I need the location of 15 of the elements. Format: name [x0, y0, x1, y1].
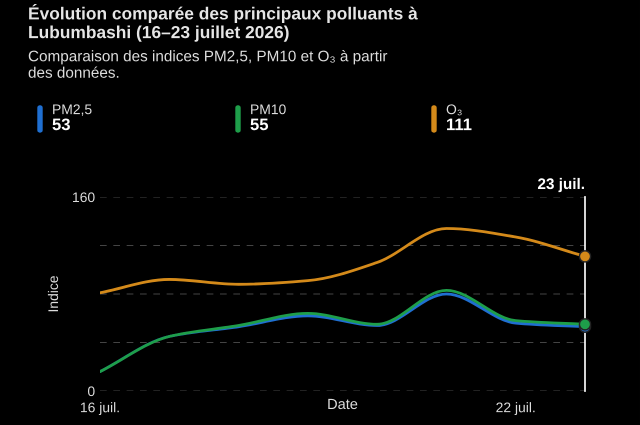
y-tick-label: 160	[73, 192, 95, 202]
text: 55	[250, 118, 268, 130]
x-axis-title: Date	[328, 398, 358, 410]
text: 53	[52, 118, 70, 130]
y-tick-label: 0	[88, 386, 95, 396]
legend-label: PM2,5	[53, 104, 92, 116]
legend-label: PM10	[251, 104, 286, 114]
y-axis-title: Indice	[48, 276, 58, 312]
x-tick-label: 16 juil.	[80, 402, 119, 416]
chart-subtitle: Comparaison des indices PM2,5, PM10 et O₃ à partir des données.	[28, 50, 388, 78]
ref-line-label: 23 juil.	[538, 178, 584, 192]
legend-label: O₃	[446, 104, 462, 116]
chart-title: Évolution comparée des principaux polluants à Lubumbashi (16–23 juillet 2026)	[29, 4, 418, 42]
text: 111	[447, 118, 472, 130]
x-tick-label: 22 juil.	[496, 402, 535, 416]
